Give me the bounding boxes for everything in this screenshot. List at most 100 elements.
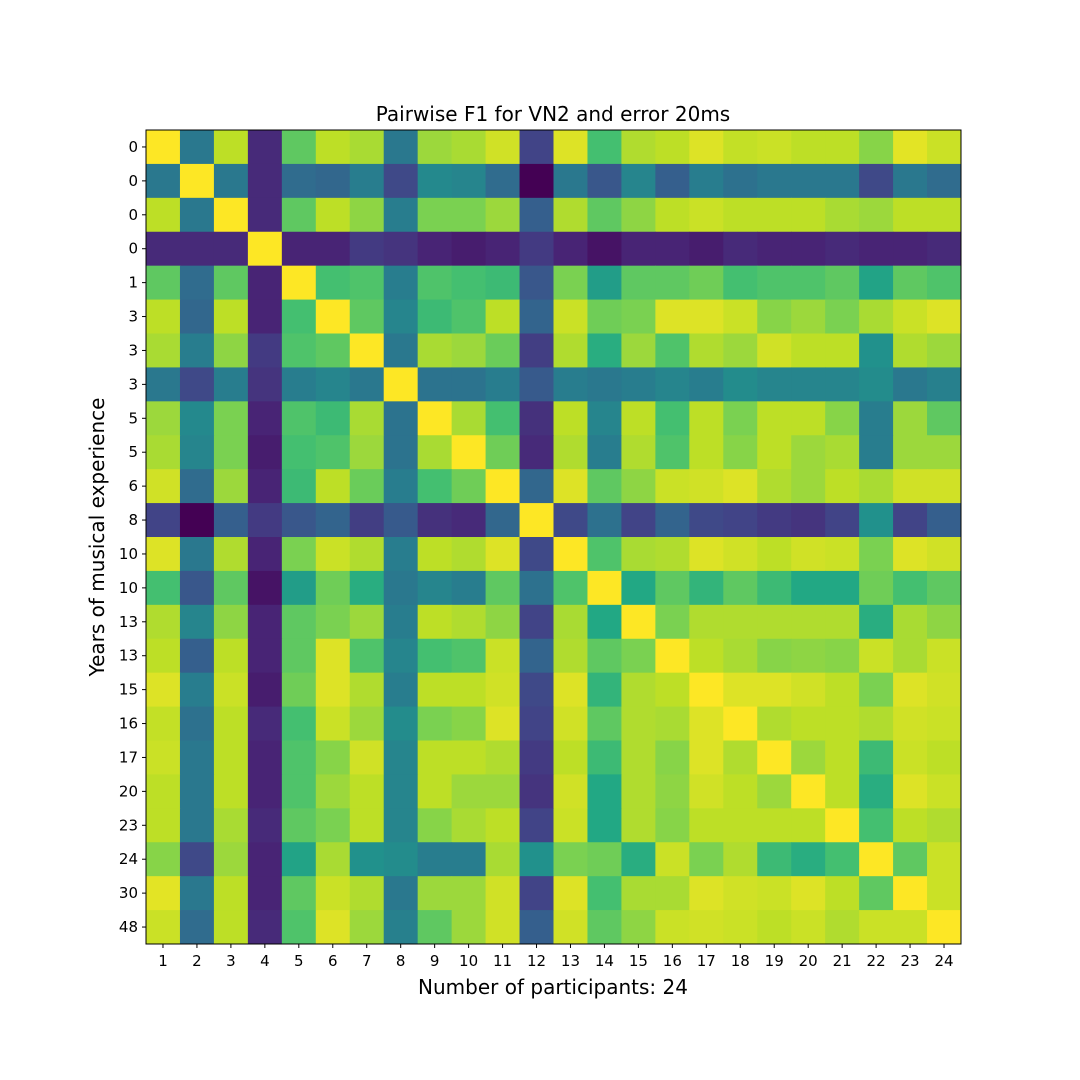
heatmap-cell (213, 910, 249, 945)
heatmap-cell (213, 842, 249, 877)
heatmap-cell (893, 333, 928, 368)
heatmap-cell (519, 672, 554, 708)
heatmap-cell (179, 808, 215, 843)
heatmap-cell (689, 672, 724, 708)
heatmap-cell (587, 876, 622, 911)
heatmap-cell (213, 672, 249, 708)
heatmap-cell (213, 570, 249, 606)
heatmap-cell (349, 876, 385, 911)
heatmap-cell (146, 672, 181, 708)
heatmap-cell (893, 503, 928, 538)
heatmap-cell (179, 876, 215, 911)
heatmap-cell (349, 401, 385, 436)
heatmap-cell (757, 774, 792, 809)
heatmap-cell (315, 265, 351, 301)
heatmap-cell (485, 333, 521, 368)
heatmap-cell (383, 265, 419, 301)
heatmap-cell (553, 638, 588, 674)
heatmap-cell (655, 570, 690, 606)
heatmap-cell (213, 231, 249, 267)
heatmap-cell (281, 367, 317, 402)
heatmap-cell (859, 808, 894, 843)
x-tick-label: 21 (833, 952, 852, 970)
heatmap-cell (349, 231, 385, 267)
x-tick-label: 2 (192, 952, 202, 970)
heatmap-cell (621, 774, 656, 809)
heatmap-cell (349, 706, 385, 741)
heatmap-cell (791, 774, 826, 809)
heatmap-cell (213, 469, 249, 504)
x-tick-label: 20 (799, 952, 818, 970)
heatmap-cell (791, 638, 826, 674)
heatmap-cell (281, 604, 317, 640)
heatmap-cell (179, 910, 215, 945)
heatmap-cell (927, 435, 962, 470)
heatmap-cell (757, 876, 792, 911)
heatmap-cell (485, 130, 521, 165)
heatmap-cell (723, 808, 758, 843)
heatmap-cell (247, 163, 283, 199)
heatmap-cell (247, 706, 283, 741)
heatmap-cell (859, 299, 894, 334)
heatmap-cell (451, 706, 487, 741)
heatmap-cell (417, 537, 453, 572)
heatmap-cell (383, 706, 419, 741)
heatmap-cell (383, 537, 419, 572)
heatmap-cell (451, 570, 487, 606)
heatmap-cell (383, 570, 419, 606)
heatmap-cell (825, 435, 860, 470)
heatmap-cell (383, 876, 419, 911)
heatmap-cell (315, 333, 351, 368)
y-tick-label: 1 (128, 274, 138, 292)
heatmap-cell (417, 163, 453, 199)
heatmap-cell (587, 740, 622, 775)
heatmap-cell (213, 638, 249, 674)
heatmap-cell (587, 570, 622, 606)
heatmap-cell (587, 469, 622, 504)
heatmap-cell (587, 537, 622, 572)
heatmap-cell (927, 197, 962, 233)
heatmap-cell (791, 130, 826, 165)
heatmap-cell (791, 740, 826, 775)
heatmap-cell (587, 604, 622, 640)
heatmap-cell (213, 774, 249, 809)
heatmap-cell (655, 842, 690, 877)
heatmap-cell (689, 842, 724, 877)
y-tick-label: 15 (119, 681, 138, 699)
heatmap-cell (927, 163, 962, 199)
heatmap-cell (587, 130, 622, 165)
heatmap-cell (757, 503, 792, 538)
heatmap-cell (179, 638, 215, 674)
heatmap-cell (825, 265, 860, 301)
heatmap-cell (519, 435, 554, 470)
heatmap-cell (553, 265, 588, 301)
heatmap-cell (859, 740, 894, 775)
y-tick-label: 23 (119, 816, 138, 834)
heatmap-cell (825, 503, 860, 538)
heatmap-cell (655, 367, 690, 402)
heatmap-cell (859, 435, 894, 470)
heatmap-cell (213, 130, 249, 165)
heatmap-cell (146, 740, 181, 775)
heatmap-cell (927, 503, 962, 538)
heatmap-cell (417, 367, 453, 402)
heatmap-cell (349, 672, 385, 708)
heatmap-cell (757, 537, 792, 572)
heatmap-cell (315, 638, 351, 674)
heatmap-cell (383, 638, 419, 674)
heatmap-cell (757, 706, 792, 741)
heatmap-cell (349, 740, 385, 775)
heatmap-cell (927, 537, 962, 572)
heatmap-cell (655, 503, 690, 538)
heatmap-cell (315, 231, 351, 267)
heatmap-cell (519, 774, 554, 809)
heatmap-cell (213, 537, 249, 572)
heatmap-cell (859, 672, 894, 708)
heatmap-cell (893, 808, 928, 843)
heatmap-cell (859, 265, 894, 301)
heatmap-cell (281, 774, 317, 809)
heatmap-cell (553, 808, 588, 843)
heatmap-cell (927, 231, 962, 267)
heatmap-cell (349, 163, 385, 199)
heatmap-cell (689, 910, 724, 945)
